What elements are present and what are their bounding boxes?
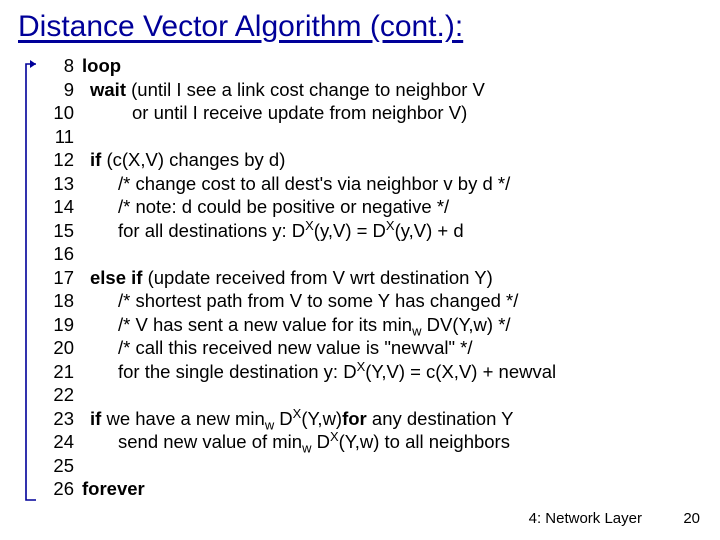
- line-number: 26: [44, 477, 74, 501]
- code-line: 26forever: [44, 477, 702, 501]
- code-line: 21for the single destination y: DX(Y,V) …: [44, 360, 702, 384]
- code-line: 25: [44, 454, 702, 478]
- code-line: 15for all destinations y: DX(y,V) = DX(y…: [44, 219, 702, 243]
- code-line: 13/* change cost to all dest's via neigh…: [44, 172, 702, 196]
- line-number: 19: [44, 313, 74, 337]
- line-number: 9: [44, 78, 74, 102]
- code-line: 12if (c(X,V) changes by d): [44, 148, 702, 172]
- line-number: 24: [44, 430, 74, 454]
- code-line: 18/* shortest path from V to some Y has …: [44, 289, 702, 313]
- line-number: 17: [44, 266, 74, 290]
- code-line: 16: [44, 242, 702, 266]
- line-number: 22: [44, 383, 74, 407]
- line-number: 11: [44, 125, 74, 149]
- line-number: 23: [44, 407, 74, 431]
- footer-chapter: 4: Network Layer: [529, 510, 642, 527]
- code-line: 14/* note: d could be positive or negati…: [44, 195, 702, 219]
- line-number: 10: [44, 101, 74, 125]
- code-line: 11: [44, 125, 702, 149]
- code-line: 9wait (until I see a link cost change to…: [44, 78, 702, 102]
- line-number: 18: [44, 289, 74, 313]
- loop-arrow-icon: [22, 62, 40, 502]
- code-line: 22: [44, 383, 702, 407]
- line-number: 21: [44, 360, 74, 384]
- code-line: 10or until I receive update from neighbo…: [44, 101, 702, 125]
- code-line: 17else if (update received from V wrt de…: [44, 266, 702, 290]
- code-line: 23if we have a new minw DX(Y,w)for any d…: [44, 407, 702, 431]
- code-line: 8loop: [44, 54, 702, 78]
- code-lines: 8loop9wait (until I see a link cost chan…: [44, 54, 702, 501]
- line-number: 8: [44, 54, 74, 78]
- code-line: 20/* call this received new value is "ne…: [44, 336, 702, 360]
- page-title: Distance Vector Algorithm (cont.):: [18, 10, 702, 44]
- line-number: 16: [44, 242, 74, 266]
- line-number: 25: [44, 454, 74, 478]
- code-line: 24send new value of minw DX(Y,w) to all …: [44, 430, 702, 454]
- page-number: 20: [683, 510, 700, 527]
- code-block: 8loop9wait (until I see a link cost chan…: [18, 54, 702, 501]
- code-line: 19/* V has sent a new value for its minw…: [44, 313, 702, 337]
- line-number: 14: [44, 195, 74, 219]
- line-number: 20: [44, 336, 74, 360]
- slide: Distance Vector Algorithm (cont.): 8loop…: [0, 0, 720, 540]
- line-number: 12: [44, 148, 74, 172]
- line-number: 15: [44, 219, 74, 243]
- line-number: 13: [44, 172, 74, 196]
